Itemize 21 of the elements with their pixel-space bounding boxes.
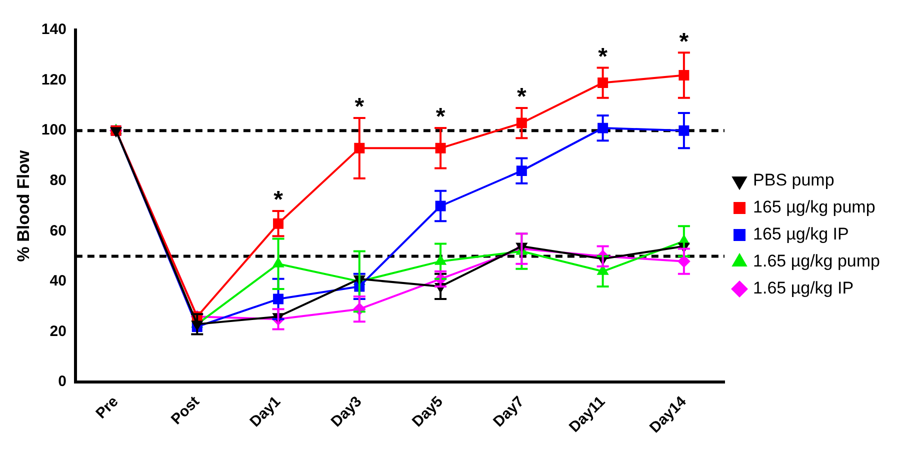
y-tick-label: 80	[50, 172, 66, 190]
y-tick-label: 60	[50, 222, 66, 240]
annotation: *	[274, 186, 284, 214]
annotation: *	[517, 84, 528, 111]
y-tick-label: 40	[50, 272, 66, 290]
legend-label: PBS pump	[753, 170, 834, 190]
y-tick-label: 0	[58, 373, 66, 390]
y-tick-label: 20	[50, 322, 66, 340]
legend-label: 1.65 µg/kg IP	[753, 278, 854, 298]
annotation: *	[679, 28, 690, 56]
y-tick-label: 120	[41, 71, 66, 88]
annotation: *	[436, 104, 446, 131]
x-tick-label: Pre	[92, 393, 122, 422]
legend-label: 1.65 µg/kg pump	[753, 252, 880, 271]
annotation: *	[598, 43, 608, 70]
legend-label: 165 µg/kg pump	[753, 198, 876, 217]
y-tick-label: 140	[41, 21, 66, 38]
legend-label: 165 µg/kg IP	[753, 224, 849, 244]
y-tick-label: 100	[41, 122, 66, 139]
y-axis-title: % Blood Flow	[14, 150, 33, 262]
annotation: *	[354, 94, 365, 121]
